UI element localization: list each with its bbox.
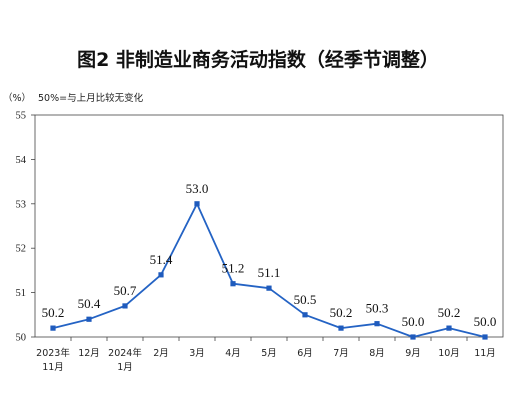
data-label: 50.4 <box>78 296 101 311</box>
x-tick-label: 7月 <box>333 348 349 359</box>
plot-area: 50 51 52 53 54 55 2023年 11月 12月 2024年 1月 2月 3月 4月 5月 6月… <box>16 111 504 373</box>
y-tick-label: 53 <box>16 199 27 210</box>
data-point <box>266 285 272 291</box>
data-label: 50.3 <box>366 301 389 316</box>
x-tick-label: 12月 <box>78 348 100 359</box>
x-tick-label: 5月 <box>261 348 277 359</box>
data-label: 50.2 <box>438 305 461 320</box>
x-tick-label: 4月 <box>225 348 241 359</box>
y-axis-unit-label: （%） <box>3 92 31 104</box>
data-label: 53.0 <box>186 181 209 196</box>
data-label: 51.1 <box>258 265 281 280</box>
y-tick-label: 55 <box>16 111 27 122</box>
data-label: 50.2 <box>330 305 353 320</box>
reference-note: 50%=与上月比较无变化 <box>38 92 144 104</box>
x-tick-label: 10月 <box>438 348 460 359</box>
y-tick-label: 50 <box>16 333 27 344</box>
data-point <box>194 201 200 207</box>
y-tick-label: 54 <box>16 155 27 166</box>
data-label: 50.7 <box>114 283 137 298</box>
y-tick-label: 51 <box>16 288 27 299</box>
data-point <box>410 334 416 340</box>
data-point <box>230 281 236 287</box>
x-tick-label: 2月 <box>153 348 169 359</box>
data-point <box>158 272 164 278</box>
data-label: 50.0 <box>474 314 497 329</box>
data-label: 51.2 <box>222 261 245 276</box>
x-tick-label: 2023年 <box>36 347 70 359</box>
x-tick-label: 6月 <box>297 348 313 359</box>
chart-title: 图2 非制造业商务活动指数（经季节调整） <box>77 48 439 71</box>
data-point <box>122 303 128 309</box>
x-tick-label: 3月 <box>189 348 205 359</box>
x-tick-label: 1月 <box>117 362 133 373</box>
data-point <box>446 325 452 331</box>
data-point <box>374 321 380 327</box>
y-tick-label: 52 <box>16 244 27 255</box>
x-tick-label: 2024年 <box>108 347 142 359</box>
x-tick-label: 11月 <box>42 362 64 373</box>
data-label: 51.4 <box>150 252 173 267</box>
data-label: 50.2 <box>42 305 65 320</box>
data-point <box>338 325 344 331</box>
x-tick-label: 9月 <box>405 348 421 359</box>
x-tick-label: 11月 <box>474 348 496 359</box>
plot-frame <box>34 114 504 338</box>
data-point <box>482 334 488 340</box>
x-tick-label: 8月 <box>369 348 385 359</box>
data-point <box>50 325 56 331</box>
data-point <box>302 312 308 318</box>
data-point <box>86 316 92 322</box>
data-label: 50.0 <box>402 314 425 329</box>
data-label: 50.5 <box>294 292 317 307</box>
